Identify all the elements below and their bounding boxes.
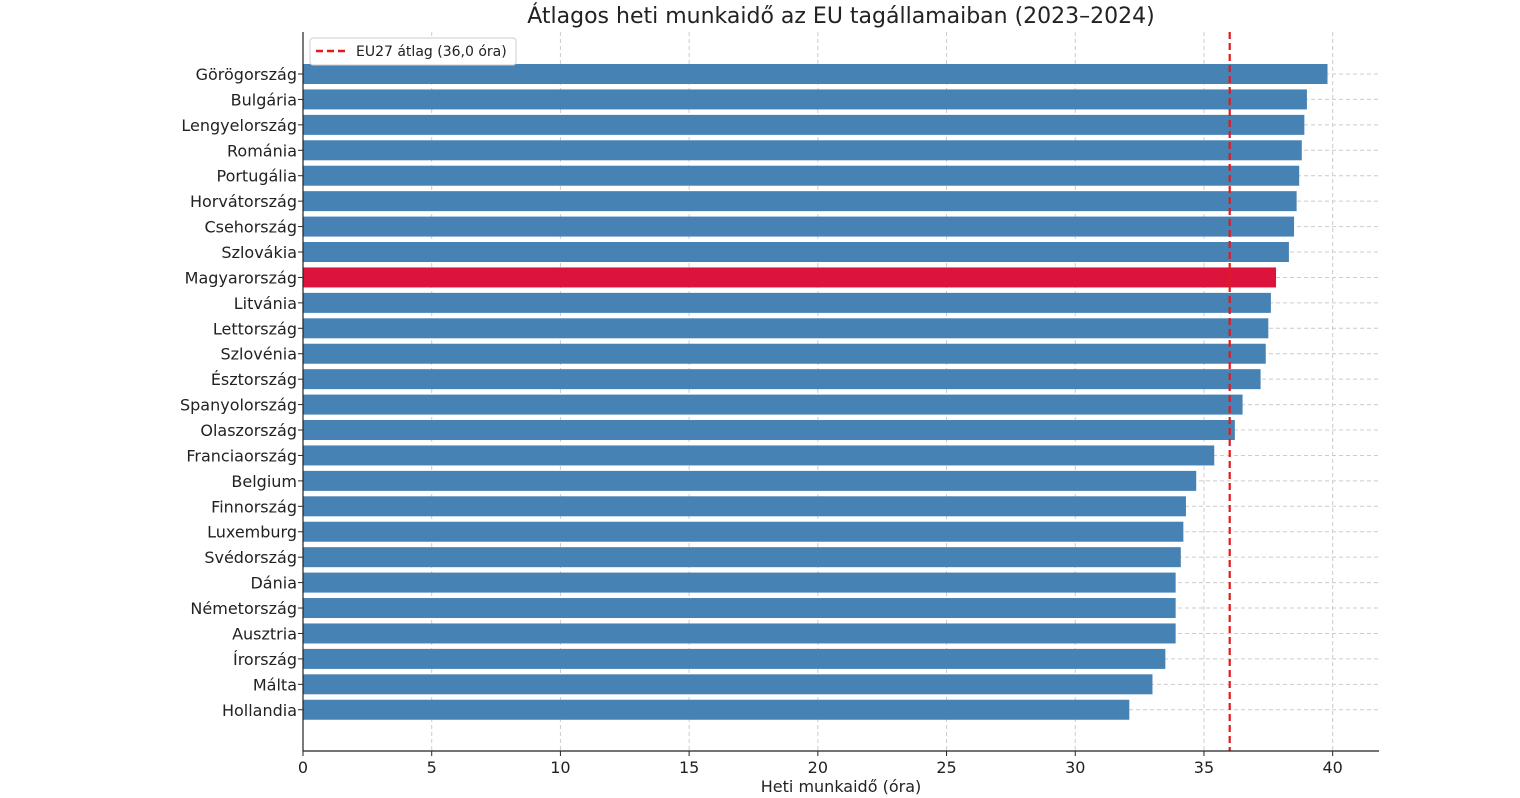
bar: [303, 369, 1261, 390]
x-tick-label: 15: [679, 758, 699, 777]
y-tick-label: Észtország: [211, 370, 297, 389]
bar: [303, 140, 1302, 161]
y-tick-label: Hollandia: [222, 701, 297, 720]
y-tick-label: Belgium: [231, 472, 297, 491]
bar: [303, 267, 1277, 288]
y-tick-label: Svédország: [204, 548, 297, 567]
y-tick-label: Lengyelország: [181, 116, 297, 135]
x-tick-label: 10: [550, 758, 570, 777]
y-tick-label: Finnország: [211, 497, 297, 516]
x-tick-labels: 0 5 10 15 20 25 30 35 40: [298, 751, 1343, 777]
bar: [303, 496, 1186, 517]
y-tick-label: Spanyolország: [180, 396, 297, 415]
bar: [303, 191, 1297, 212]
bar: [303, 64, 1328, 84]
bar: [303, 394, 1243, 415]
y-tick-label: Magyarország: [185, 268, 297, 287]
y-tick-label: Németország: [190, 599, 297, 618]
bar: [303, 445, 1215, 466]
x-axis-label: Heti munkaidő (óra): [761, 777, 921, 796]
x-tick-label: 20: [808, 758, 828, 777]
bar: [303, 165, 1300, 186]
bar: [303, 623, 1176, 644]
bars: [303, 64, 1328, 720]
x-tick-label: 35: [1194, 758, 1214, 777]
y-tick-label: Románia: [227, 141, 297, 160]
y-tick-label: Csehország: [204, 218, 297, 237]
y-tick-label: Dánia: [250, 574, 297, 593]
legend-label: EU27 átlag (36,0 óra): [356, 44, 507, 60]
bar: [303, 242, 1289, 263]
y-tick-label: Bulgária: [231, 90, 297, 109]
x-tick-label: 30: [1065, 758, 1085, 777]
bar: [303, 114, 1305, 135]
y-tick-label: Luxemburg: [207, 523, 297, 542]
bar: [303, 343, 1266, 364]
y-tick-label: Szlovákia: [221, 243, 297, 262]
y-tick-label: Portugália: [216, 167, 297, 186]
bar: [303, 216, 1295, 237]
x-tick-label: 0: [298, 758, 308, 777]
y-tick-label: Ausztria: [232, 624, 297, 643]
legend-box: [309, 37, 517, 66]
bar: [303, 648, 1166, 669]
chart-title: Átlagos heti munkaidő az EU tagállamaiba…: [527, 3, 1154, 29]
bar: [303, 292, 1271, 313]
bar: [303, 547, 1181, 568]
y-tick-label: Szlovénia: [221, 345, 298, 364]
x-tick-label: 5: [427, 758, 437, 777]
y-tick-label: Málta: [253, 675, 297, 694]
bar: [303, 318, 1269, 339]
y-tick-label: Olaszország: [200, 421, 297, 440]
y-tick-label: Írország: [233, 650, 297, 669]
y-tick-label: Franciaország: [186, 446, 297, 465]
x-tick-label: 40: [1322, 758, 1342, 777]
y-tick-label: Görögország: [196, 65, 297, 84]
y-tick-labels: Görögország Bulgária Lengyelország Románia P…: [180, 65, 303, 720]
y-tick-label: Litvánia: [234, 294, 297, 313]
bar: [303, 699, 1130, 720]
bar: [303, 89, 1307, 110]
bar: [303, 420, 1235, 441]
legend: EU27 átlag (36,0 óra): [309, 37, 517, 66]
bar: [303, 598, 1176, 619]
axes: [302, 32, 1379, 752]
bar: [303, 674, 1153, 695]
bar: [303, 470, 1197, 491]
bar: [303, 572, 1176, 593]
bar: [303, 521, 1184, 542]
y-tick-label: Lettország: [213, 319, 297, 338]
x-tick-label: 25: [936, 758, 956, 777]
y-tick-label: Horvátország: [190, 192, 297, 211]
